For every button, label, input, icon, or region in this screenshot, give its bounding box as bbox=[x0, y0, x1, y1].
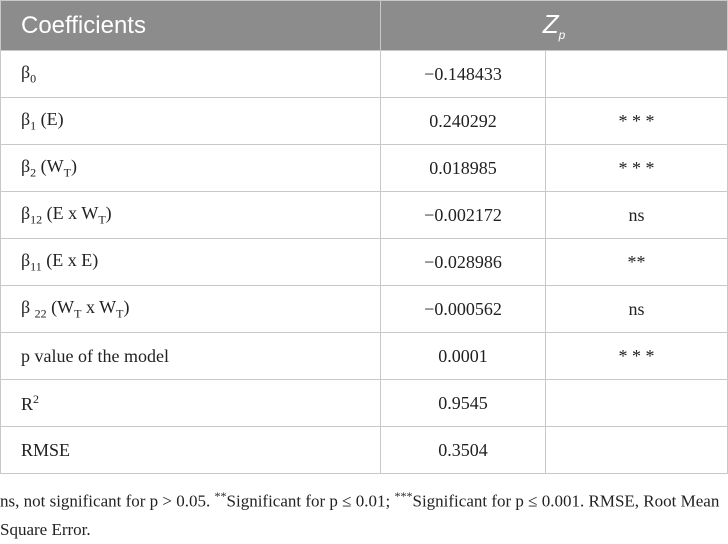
text: ) bbox=[105, 202, 112, 223]
significance-cell: * * * bbox=[544, 97, 728, 145]
table-row: R2 0.9545 bbox=[0, 379, 728, 427]
coefficients-table: Coefficients Zp β0 −0.148433 β1 (E) 0.24029… bbox=[0, 0, 728, 474]
table-row: β0 −0.148433 bbox=[0, 50, 728, 98]
table-row: RMSE 0.3504 bbox=[0, 426, 728, 474]
value-cell: 0.9545 bbox=[380, 379, 546, 427]
significance-cell bbox=[544, 50, 728, 98]
value-cell: −0.148433 bbox=[380, 50, 546, 98]
significance-cell: ** bbox=[544, 238, 728, 286]
superscript: ** bbox=[214, 489, 227, 503]
text: ) bbox=[123, 296, 130, 317]
text: RMSE bbox=[21, 439, 71, 460]
text: β bbox=[21, 202, 31, 223]
header-subscript: p bbox=[558, 28, 566, 43]
text: β bbox=[21, 249, 31, 270]
text: x W bbox=[81, 296, 117, 317]
table-row: β2 (WT) 0.018985 * * * bbox=[0, 144, 728, 192]
significance-cell: * * * bbox=[544, 144, 728, 192]
coefficient-cell: p value of the model bbox=[0, 332, 381, 380]
superscript: 2 bbox=[33, 391, 40, 406]
table-row: p value of the model 0.0001 * * * bbox=[0, 332, 728, 380]
coefficient-cell: β2 (WT) bbox=[0, 144, 381, 192]
text: ) bbox=[71, 155, 77, 176]
value-cell: 0.240292 bbox=[380, 97, 546, 145]
table-row: β1 (E) 0.240292 * * * bbox=[0, 97, 728, 145]
text: (E) bbox=[36, 108, 64, 129]
text: β bbox=[21, 155, 31, 176]
text: p value of the model bbox=[21, 345, 169, 366]
text: (W bbox=[46, 296, 75, 317]
table-row: β11 (E x E) −0.028986 ** bbox=[0, 238, 728, 286]
significance-cell: * * * bbox=[544, 332, 728, 380]
coefficient-cell: β11 (E x E) bbox=[0, 238, 381, 286]
significance-cell bbox=[544, 379, 728, 427]
coefficient-cell: β12 (E x WT) bbox=[0, 191, 381, 239]
header-text: Z bbox=[542, 8, 559, 39]
value-cell: 0.3504 bbox=[380, 426, 546, 474]
value-cell: −0.028986 bbox=[380, 238, 546, 286]
text: β bbox=[21, 296, 35, 317]
coefficient-cell: β 22 (WT x WT) bbox=[0, 285, 381, 333]
text: (E x E) bbox=[41, 249, 99, 270]
text: (W bbox=[36, 155, 64, 176]
text: β bbox=[21, 61, 31, 82]
significance-cell bbox=[544, 426, 728, 474]
subscript: T bbox=[74, 306, 82, 321]
coefficient-cell: β1 (E) bbox=[0, 97, 381, 145]
table-row: β 22 (WT x WT) −0.000562 ns bbox=[0, 285, 728, 333]
significance-cell: ns bbox=[544, 285, 728, 333]
text: (E x W bbox=[42, 202, 99, 223]
text: β bbox=[21, 108, 31, 129]
value-cell: −0.000562 bbox=[380, 285, 546, 333]
header-cell: Coefficients bbox=[0, 0, 381, 51]
superscript: *** bbox=[394, 489, 413, 503]
subscript: 11 bbox=[30, 259, 42, 274]
subscript: T bbox=[98, 212, 106, 227]
significance-cell: ns bbox=[544, 191, 728, 239]
subscript: T bbox=[116, 306, 124, 321]
subscript: 22 bbox=[34, 306, 47, 321]
value-cell: 0.0001 bbox=[380, 332, 546, 380]
header-row: Coefficients Zp bbox=[0, 0, 728, 51]
subscript: T bbox=[63, 165, 71, 180]
text: Significant for p ≤ 0.01; bbox=[226, 491, 395, 511]
subscript: 0 bbox=[30, 71, 37, 86]
text: R bbox=[21, 393, 34, 414]
coefficient-cell: R2 bbox=[0, 379, 381, 427]
table-row: β12 (E x WT) −0.002172 ns bbox=[0, 191, 728, 239]
table-body: β0 −0.148433 β1 (E) 0.240292 * * * β2 (WT) 0.0… bbox=[0, 50, 728, 474]
subscript: 2 bbox=[30, 165, 37, 180]
value-cell: −0.002172 bbox=[380, 191, 546, 239]
subscript: 12 bbox=[30, 212, 43, 227]
text: ns, not significant for p > 0.05. bbox=[0, 491, 215, 511]
coefficient-cell: RMSE bbox=[0, 426, 381, 474]
value-cell: 0.018985 bbox=[380, 144, 546, 192]
footnote: ns, not significant for p > 0.05. **Sign… bbox=[0, 474, 728, 544]
coefficient-cell: β0 bbox=[0, 50, 381, 98]
subscript: 1 bbox=[30, 118, 37, 133]
header-cell: Zp bbox=[379, 0, 728, 51]
